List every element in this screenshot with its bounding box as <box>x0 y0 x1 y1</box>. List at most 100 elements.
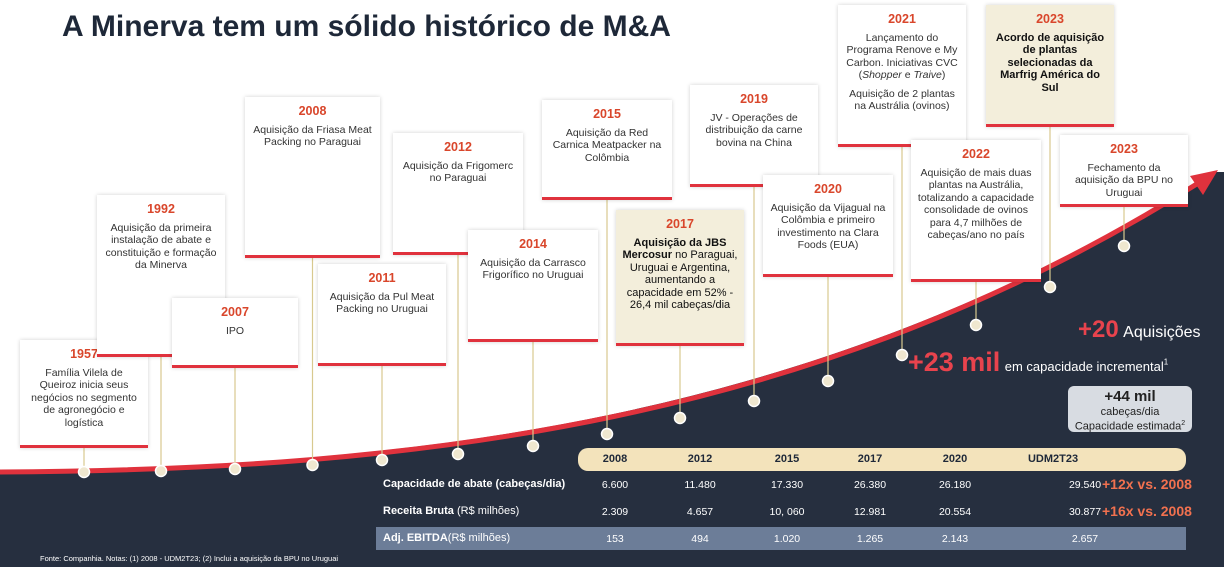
column-header: 2017 <box>857 453 883 465</box>
event-text: IPO <box>178 325 292 338</box>
event-text: Acordo de aquisição de plantas seleciona… <box>992 32 1108 95</box>
row-note: +16x vs. 2008 <box>1102 503 1192 519</box>
event-text: Aquisição da Vijagual na Colômbia e prim… <box>769 202 887 252</box>
dot <box>526 439 540 453</box>
row-label: Receita Bruta (R$ milhões) <box>383 505 519 517</box>
event-box: 2020 Aquisição da Vijagual na Colômbia e … <box>763 175 893 277</box>
column-header: UDM2T23 <box>1027 453 1079 465</box>
dot <box>1117 239 1131 253</box>
dot <box>228 462 242 476</box>
event-text: Aquisição de 2 plantas na Austrália (ovi… <box>844 88 960 113</box>
column-header: 2020 <box>942 453 968 465</box>
event-year: 2007 <box>221 305 249 319</box>
event-year: 2017 <box>666 217 694 231</box>
text-part: Aquisição da JBS Mercosur <box>622 236 727 262</box>
event-text: Aquisição da Frigomerc no Paraguai <box>399 160 517 185</box>
event-text: Aquisição da Carrasco Frigorífico no Uru… <box>474 257 592 282</box>
column-header: 2015 <box>774 453 800 465</box>
dot <box>1043 280 1057 294</box>
cell: 1.020 <box>773 533 801 545</box>
cell: 20.554 <box>938 506 972 518</box>
event-year: 1992 <box>147 202 175 216</box>
text-part: ) <box>941 69 946 81</box>
dot <box>77 465 91 479</box>
cell: 11.480 <box>684 479 716 491</box>
cell: 26.180 <box>938 479 972 491</box>
callout-line2: Capacidade estimada <box>1074 420 1182 433</box>
text-part: Aquisição da Frigomerc no Paraguai <box>402 159 514 185</box>
row-label-unit: (R$ milhões) <box>447 532 511 544</box>
event-box: 2015 Aquisição da Red Carnica Meatpacker … <box>542 100 672 200</box>
cell: 10, 060 <box>769 506 805 518</box>
dot <box>969 318 983 332</box>
event-text: Aquisição da primeira instalação de abat… <box>103 222 219 272</box>
text-part: IPO <box>225 324 245 337</box>
row-label: Capacidade de abate (cabeças/dia) <box>383 478 565 490</box>
text-part: Aquisição da Red Carnica Meatpacker na C… <box>552 126 662 164</box>
ebitda-band <box>376 527 1186 550</box>
event-year: 2023 <box>1110 142 1138 156</box>
text-part: Aquisição de 2 plantas na Austrália (ovi… <box>849 87 955 113</box>
row-label-unit: (R$ milhões) <box>453 505 520 517</box>
event-box: 1992 Aquisição da primeira instalação de … <box>97 195 225 357</box>
row-label-name: Adj. EBITDA <box>383 532 448 544</box>
event-box: 1957 Família Vilela de Queiroz inicia seu… <box>20 340 148 448</box>
event-text: Família Vilela de Queiroz inicia seus ne… <box>26 367 142 430</box>
event-text: Aquisição da JBS Mercosur no Paraguai, U… <box>622 237 738 312</box>
text-part: Aquisição de mais duas plantas na Austrá… <box>917 166 1035 242</box>
cell: 2.143 <box>941 533 969 545</box>
cell: 153 <box>606 533 624 545</box>
text-part: Traive <box>913 69 942 81</box>
cell: 26.380 <box>853 479 887 491</box>
callout-sup: 2 <box>1181 420 1186 427</box>
capacity: +23 mil em capacidade incremental1 <box>908 347 1168 378</box>
event-year: 2015 <box>593 107 621 121</box>
footnote: Fonte: Companhia. Notas: (1) 2008 - UDM2… <box>40 554 339 563</box>
event-year: 1957 <box>70 347 98 361</box>
dot <box>451 447 465 461</box>
cap-sup: 1 <box>1163 357 1169 367</box>
acq-big: +20 <box>1078 316 1119 343</box>
event-year: 2008 <box>298 104 327 118</box>
dot <box>895 348 909 362</box>
cell: 30.877 <box>1068 506 1102 518</box>
dot <box>154 464 168 478</box>
text-part: Família Vilela de Queiroz inicia seus ne… <box>31 366 137 429</box>
table-header-band <box>578 448 1186 471</box>
event-text: Lançamento do Programa Renove e My Carbo… <box>844 32 960 82</box>
callout-line1: cabeças/dia <box>1100 406 1160 418</box>
row-note: +12x vs. 2008 <box>1102 476 1192 492</box>
text-part: Aquisição da Vijagual na Colômbia e prim… <box>770 201 886 252</box>
text-part: Shopper <box>862 69 902 81</box>
dot <box>821 374 835 388</box>
callout: +44 mil cabeças/dia Capacidade estimada2 <box>1068 386 1192 433</box>
row-label: Adj. EBITDA(R$ milhões) <box>383 532 510 544</box>
text-part: Lançamento do Programa Renove e My Carbo… <box>846 31 958 82</box>
arrow-head <box>1190 170 1218 195</box>
event-box: 2023 Acordo de aquisição de plantas selec… <box>986 5 1114 127</box>
dot <box>673 411 687 425</box>
event-year: 2023 <box>1036 12 1064 26</box>
event-text: Aquisição de mais duas plantas na Austrá… <box>917 167 1035 242</box>
cell: 12.981 <box>853 506 887 518</box>
stems <box>77 127 1131 479</box>
text-part: Aquisição da Carrasco Frigorífico no Uru… <box>480 256 586 282</box>
row-label-name: Receita Bruta <box>383 505 454 517</box>
event-year: 2011 <box>368 271 396 285</box>
event-box: 2007 IPO <box>172 298 298 368</box>
dot <box>306 458 319 472</box>
event-box: 2011 Aquisição da Pul Meat Packing no Uru… <box>318 264 446 366</box>
dot <box>375 453 389 467</box>
text-part: Aquisição da primeira instalação de abat… <box>105 221 217 272</box>
cell: 494 <box>691 533 709 545</box>
event-year: 2019 <box>740 92 768 106</box>
event-year: 2020 <box>814 182 842 196</box>
cell: 2.657 <box>1071 533 1099 545</box>
title: A Minerva tem um sólido histórico de M&A <box>62 10 671 43</box>
text-part: Aquisição da Friasa Meat Packing no Para… <box>253 123 372 149</box>
text-part: e <box>901 69 914 81</box>
cell: 29.540 <box>1068 479 1102 491</box>
event-text: Aquisição da Friasa Meat Packing no Para… <box>251 124 374 149</box>
cell: 1.265 <box>856 533 884 545</box>
